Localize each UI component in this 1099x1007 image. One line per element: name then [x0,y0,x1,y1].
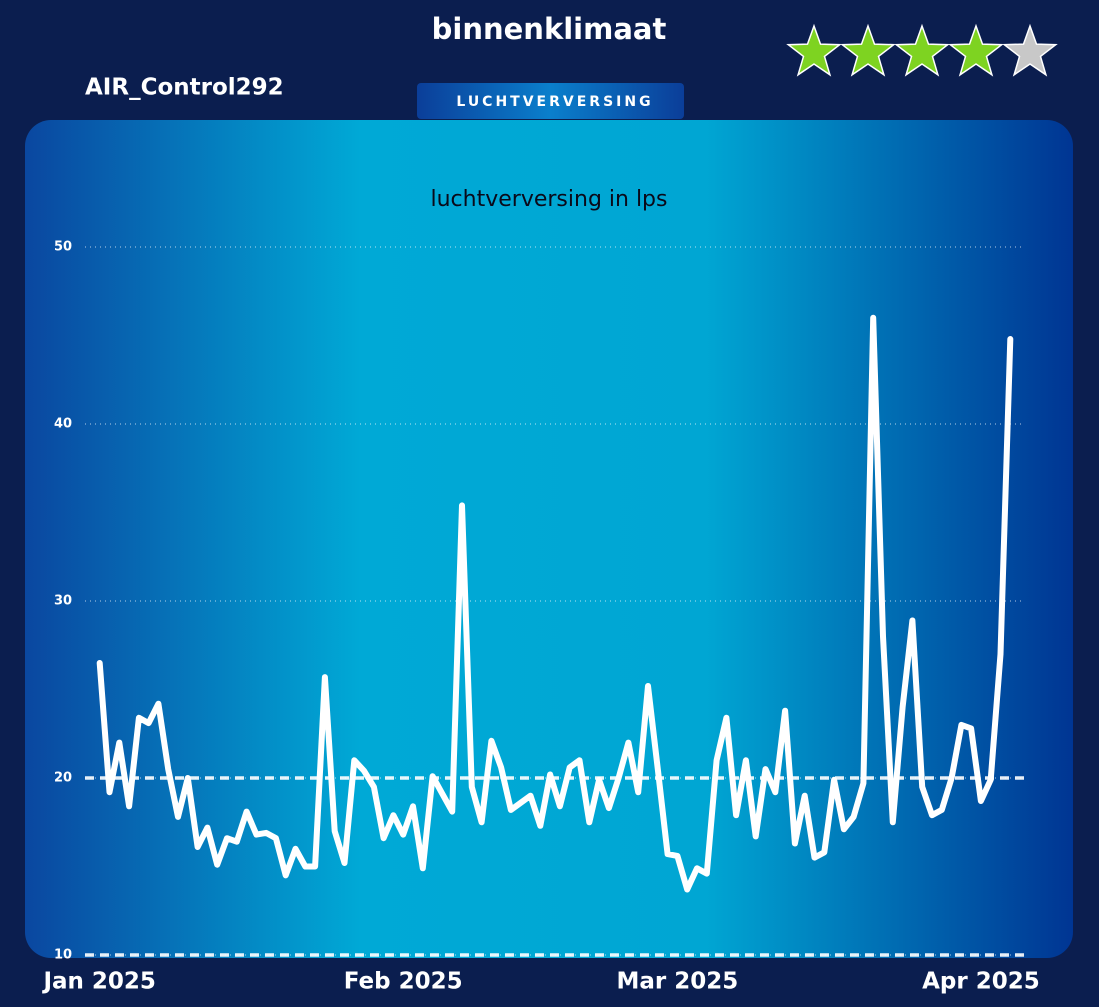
data-line [96,314,1014,893]
y-tick-label: 40 [54,417,72,432]
star [948,23,1004,77]
x-tick-label: Feb 2025 [344,969,463,995]
chart-title: luchtverversing in lps [431,187,668,212]
star [840,23,896,77]
panel [25,120,1073,958]
device-name: AIR_Control292 [85,75,284,101]
y-tick-label: 50 [54,240,72,255]
tab-label[interactable]: LUCHTVERVERSING [456,94,653,110]
star [1002,23,1058,77]
x-tick-label: Apr 2025 [922,969,1040,995]
x-tick-label: Jan 2025 [41,969,155,995]
x-tick-label: Mar 2025 [617,969,739,995]
tab[interactable] [417,83,684,119]
rating [786,23,1058,77]
star [786,23,842,77]
y-tick-label: 10 [54,948,72,963]
y-tick-label: 20 [54,771,72,786]
star [894,23,950,77]
page-title: binnenklimaat [432,12,667,46]
y-tick-label: 30 [54,594,72,609]
